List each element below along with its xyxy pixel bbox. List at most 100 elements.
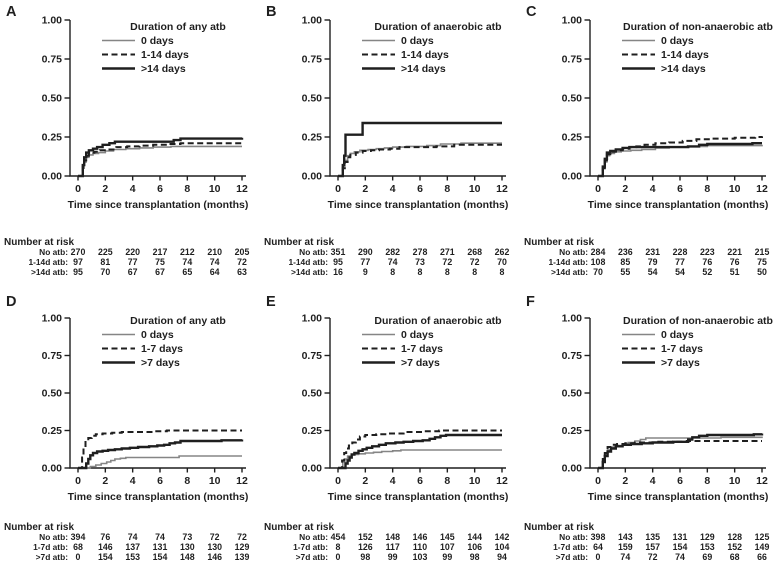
risk-value: 146 xyxy=(413,532,428,542)
risk-value: 0 xyxy=(76,552,81,562)
panel-c: C 0.00 0.25 0.50 0.75 1.00 0 2 4 6 8 10 12 Time since… xyxy=(520,0,780,290)
risk-value: 135 xyxy=(645,532,660,542)
x-tick-label: 2 xyxy=(622,475,628,487)
risk-value: 129 xyxy=(700,532,715,542)
legend-item-label: 1-14 days xyxy=(141,49,189,61)
panel-letter: F xyxy=(526,294,535,310)
y-tick-label: 0.50 xyxy=(42,93,63,105)
risk-value: 231 xyxy=(645,247,660,257)
risk-row-label: >7d atb: xyxy=(556,552,588,562)
risk-value: 217 xyxy=(153,247,168,257)
risk-value: 52 xyxy=(702,267,712,277)
risk-value: 69 xyxy=(702,552,712,562)
risk-value: 351 xyxy=(331,247,346,257)
risk-value: 72 xyxy=(442,257,452,267)
risk-value: 65 xyxy=(182,267,192,277)
risk-value: 73 xyxy=(182,532,192,542)
panel-letter: B xyxy=(266,4,276,20)
y-tick-label: 0.75 xyxy=(302,350,323,362)
y-tick-label: 0.00 xyxy=(562,463,583,475)
risk-value: 70 xyxy=(100,267,110,277)
risk-row-label: No atb: xyxy=(39,532,68,542)
risk-row-label: >14d atb: xyxy=(31,267,68,277)
legend-title: Duration of anaerobic atb xyxy=(374,21,501,33)
risk-value: 154 xyxy=(98,552,113,562)
risk-value: 394 xyxy=(71,532,86,542)
risk-value: 153 xyxy=(700,542,715,552)
risk-value: 130 xyxy=(207,542,222,552)
risk-value: 225 xyxy=(98,247,113,257)
x-axis-title: Time since transplantation (months) xyxy=(588,199,769,211)
risk-value: 278 xyxy=(413,247,428,257)
y-tick-label: 0.25 xyxy=(42,132,63,144)
risk-value: 98 xyxy=(470,552,480,562)
risk-value: 221 xyxy=(727,247,742,257)
x-tick-label: 2 xyxy=(362,475,368,487)
x-tick-label: 12 xyxy=(496,183,508,195)
x-tick-label: 8 xyxy=(444,475,450,487)
risk-value: 107 xyxy=(440,542,455,552)
x-tick-label: 4 xyxy=(650,183,656,195)
risk-value: 72 xyxy=(210,532,220,542)
panel-letter: E xyxy=(266,294,276,310)
risk-row-label: 1-14d atb: xyxy=(288,257,328,267)
x-tick-label: 0 xyxy=(75,183,81,195)
risk-value: 153 xyxy=(125,552,140,562)
y-tick-label: 0.00 xyxy=(562,171,583,183)
legend-item-label: >7 days xyxy=(661,357,700,369)
risk-row-label: >7d atb: xyxy=(296,552,328,562)
risk-value: 148 xyxy=(180,552,195,562)
risk-value: 108 xyxy=(591,257,606,267)
y-tick-label: 0.75 xyxy=(302,54,323,66)
risk-value: 210 xyxy=(207,247,222,257)
risk-value: 143 xyxy=(618,532,633,542)
risk-value: 95 xyxy=(333,257,343,267)
panel-b: B 0.00 0.25 0.50 0.75 1.00 0 2 4 6 8 10 12 Time since… xyxy=(260,0,520,290)
risk-value: 215 xyxy=(755,247,770,257)
legend-item-label: 0 days xyxy=(401,35,434,47)
risk-value: 128 xyxy=(727,532,742,542)
x-tick-label: 12 xyxy=(496,475,508,487)
risk-row-label: No atb: xyxy=(299,247,328,257)
y-tick-label: 0.50 xyxy=(562,93,583,105)
y-tick-label: 0.75 xyxy=(562,54,583,66)
x-tick-label: 6 xyxy=(417,183,423,195)
risk-row-label: 1-14d atb: xyxy=(548,257,588,267)
risk-value: 212 xyxy=(180,247,195,257)
x-tick-label: 8 xyxy=(704,183,710,195)
panel-a: A 0.00 0.25 0.50 0.75 1.00 0 2 4 6 8 10 12 Time since… xyxy=(0,0,260,290)
risk-row-label: 1-7d atb: xyxy=(553,542,588,552)
x-tick-label: 12 xyxy=(756,183,768,195)
risk-value: 76 xyxy=(100,532,110,542)
risk-value: 137 xyxy=(125,542,140,552)
risk-value: 76 xyxy=(702,257,712,267)
risk-value: 99 xyxy=(388,552,398,562)
curve--7-days xyxy=(598,433,764,470)
legend-title: Duration of any atb xyxy=(130,315,226,327)
x-tick-label: 12 xyxy=(236,183,248,195)
risk-value: 55 xyxy=(620,267,630,277)
x-tick-label: 2 xyxy=(622,183,628,195)
legend-item-label: 1-14 days xyxy=(661,49,709,61)
x-tick-label: 10 xyxy=(469,183,481,195)
x-tick-label: 6 xyxy=(157,183,163,195)
risk-value: 228 xyxy=(673,247,688,257)
risk-value: 125 xyxy=(755,532,770,542)
legend-item-label: 0 days xyxy=(661,329,694,341)
x-tick-label: 2 xyxy=(362,183,368,195)
x-tick-label: 8 xyxy=(704,475,710,487)
x-tick-label: 0 xyxy=(75,475,81,487)
risk-value: 0 xyxy=(596,552,601,562)
survival-plot-e: E 0.00 0.25 0.50 0.75 1.00 0 2 4 6 8 10 12 Time since… xyxy=(264,294,509,562)
risk-value: 72 xyxy=(470,257,480,267)
risk-value: 64 xyxy=(210,267,220,277)
x-axis-title: Time since transplantation (months) xyxy=(588,491,769,503)
y-tick-label: 0.25 xyxy=(302,132,323,144)
risk-value: 68 xyxy=(730,552,740,562)
curve-1-7-days xyxy=(598,440,762,469)
risk-value: 67 xyxy=(155,267,165,277)
risk-value: 75 xyxy=(757,257,767,267)
risk-value: 74 xyxy=(210,257,220,267)
